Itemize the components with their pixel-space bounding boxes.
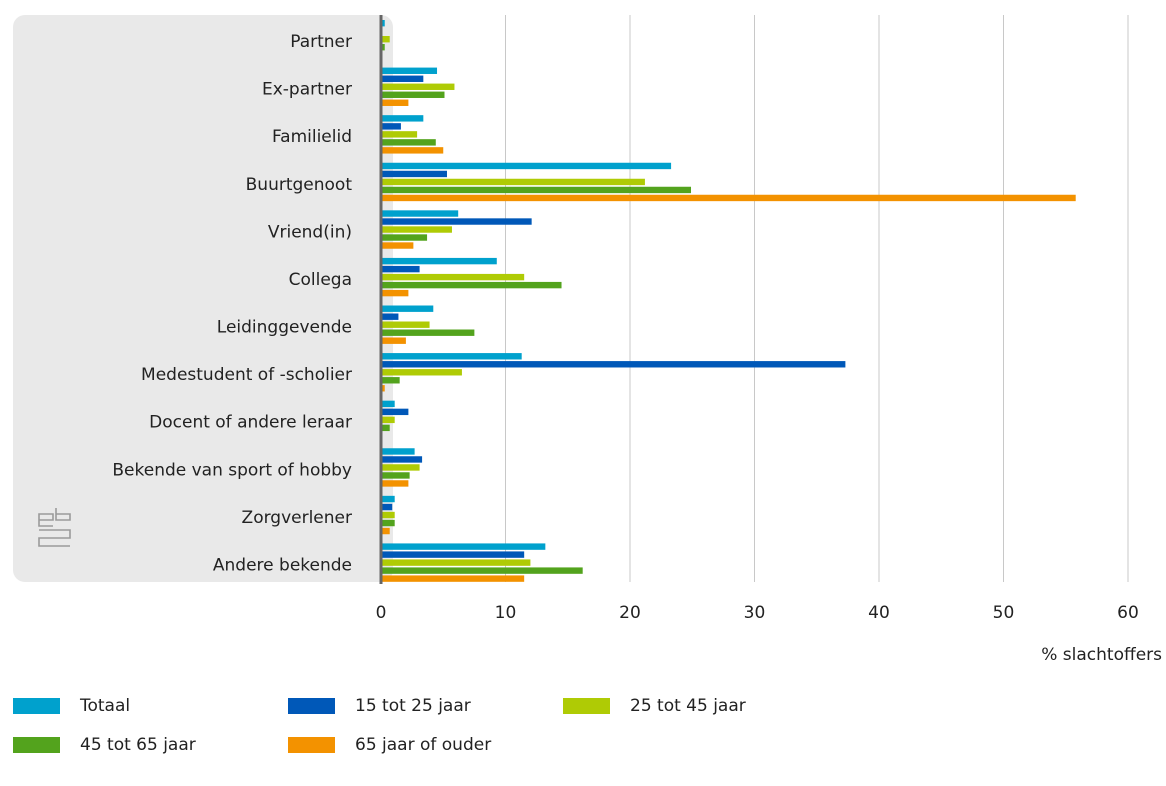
bar <box>381 242 414 249</box>
x-tick-label: 40 <box>868 603 890 623</box>
bar <box>381 377 400 384</box>
bar <box>381 115 424 122</box>
y-tick-label: Docent of andere leraar <box>149 413 352 433</box>
bar <box>381 543 546 550</box>
bar <box>381 273 525 281</box>
bar <box>381 480 409 487</box>
bar <box>381 147 444 154</box>
legend-swatch <box>13 737 60 753</box>
y-tick-label: Ex-partner <box>262 80 352 100</box>
bar <box>381 257 497 265</box>
y-tick-label: Familielid <box>272 127 352 147</box>
bar <box>381 519 395 527</box>
bar <box>381 503 393 511</box>
bar <box>381 313 399 320</box>
y-tick-label: Partner <box>290 32 352 52</box>
bar <box>381 305 434 312</box>
bar <box>381 131 418 138</box>
bar <box>381 329 475 336</box>
bar <box>381 424 390 432</box>
bar <box>381 289 409 297</box>
bar <box>381 448 415 455</box>
y-tick-label: Zorgverlener <box>242 508 352 528</box>
bar <box>381 162 672 170</box>
bar <box>381 170 447 178</box>
x-tick-label: 60 <box>1117 603 1139 623</box>
bar <box>381 186 692 194</box>
bar <box>381 234 428 241</box>
legend-label: 25 tot 45 jaar <box>630 696 746 716</box>
bar <box>381 551 525 558</box>
bar <box>381 139 436 146</box>
legend-swatch <box>563 698 610 714</box>
bar <box>381 44 385 51</box>
bar <box>381 321 430 328</box>
legend-swatch <box>13 698 60 714</box>
bar <box>381 99 409 106</box>
bar <box>381 226 452 233</box>
y-tick-label: Medestudent of -scholier <box>141 365 352 385</box>
bar <box>381 218 532 225</box>
y-tick-label: Vriend(in) <box>268 222 352 242</box>
bar <box>381 456 423 463</box>
bar <box>381 353 522 360</box>
bar <box>381 67 438 74</box>
bar <box>381 210 459 217</box>
legend-label: Totaal <box>79 696 130 716</box>
bar <box>381 567 583 574</box>
bar <box>381 361 846 368</box>
bar <box>381 408 409 416</box>
bar <box>381 369 462 376</box>
bar <box>381 464 420 471</box>
x-tick-label: 10 <box>495 603 517 623</box>
bar <box>381 265 420 273</box>
bar <box>381 123 401 130</box>
legend-label: 15 tot 25 jaar <box>355 696 471 716</box>
bar <box>381 527 390 535</box>
y-tick-label: Andere bekende <box>213 555 352 575</box>
bar <box>381 75 424 82</box>
y-tick-label: Leidinggevende <box>217 318 352 338</box>
legend-label: 45 tot 65 jaar <box>80 735 196 755</box>
legend-label: 65 jaar of ouder <box>355 735 491 755</box>
bar <box>381 36 390 43</box>
bar <box>381 194 1076 202</box>
y-tick-label: Buurtgenoot <box>246 175 353 195</box>
bar <box>381 281 562 289</box>
bar <box>381 575 525 582</box>
bar <box>381 385 385 392</box>
bar <box>381 495 395 503</box>
x-tick-label: 20 <box>619 603 641 623</box>
bar <box>381 559 531 566</box>
bar <box>381 178 645 186</box>
label-panel <box>13 15 393 582</box>
x-axis-label: % slachtoffers <box>1041 645 1162 665</box>
legend-swatch <box>288 737 335 753</box>
bar <box>381 416 395 424</box>
y-tick-label: Bekende van sport of hobby <box>112 460 352 480</box>
legend-swatch <box>288 698 335 714</box>
bar <box>381 91 445 98</box>
x-tick-label: 50 <box>993 603 1015 623</box>
bar <box>381 20 385 27</box>
bar <box>381 511 395 519</box>
x-tick-label: 0 <box>376 603 387 623</box>
bar <box>381 337 406 344</box>
y-tick-label: Collega <box>289 270 352 290</box>
bar <box>381 472 410 479</box>
cbs-logo <box>38 508 71 547</box>
bar <box>381 400 395 408</box>
bar <box>381 83 455 90</box>
x-tick-label: 30 <box>744 603 766 623</box>
